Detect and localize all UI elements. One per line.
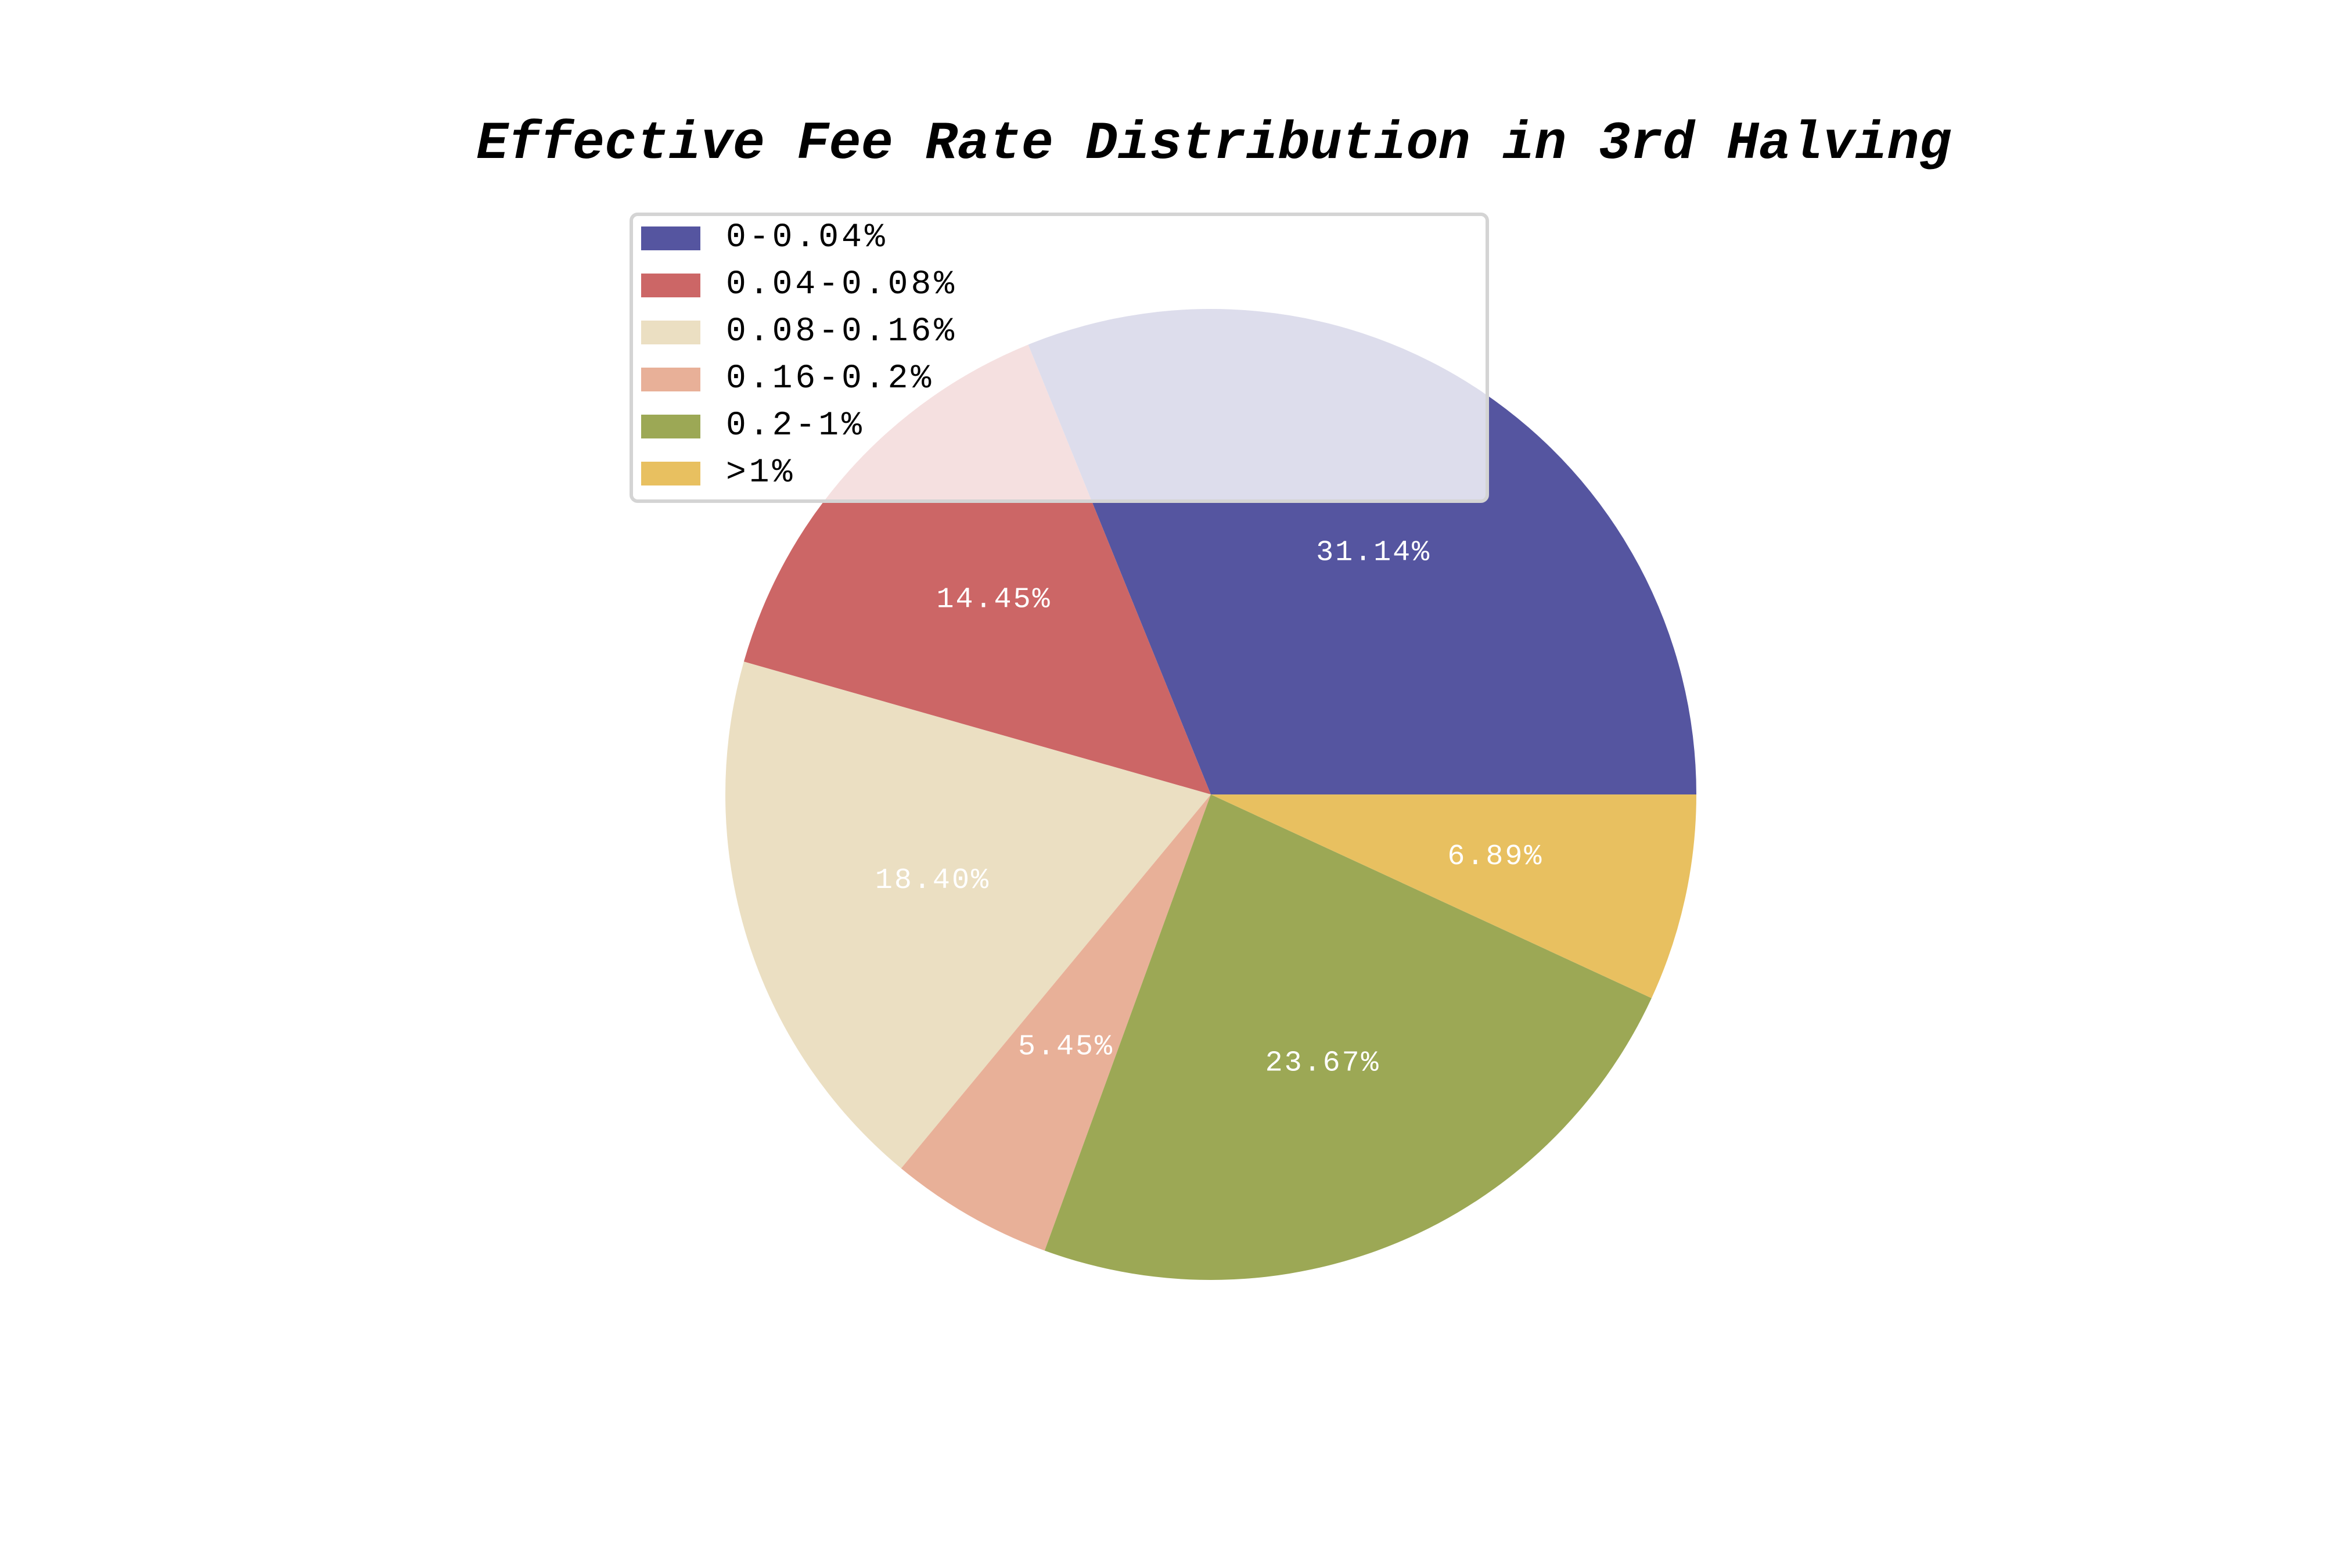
slice-label: 18.40% [875, 864, 990, 897]
pie-slice [743, 344, 1211, 794]
legend-label: 0.2-1% [726, 407, 865, 445]
legend-item: 0.08-0.16% [641, 313, 958, 351]
chart-title: Effective Fee Rate Distribution in 3rd H… [476, 113, 1951, 174]
slice-label: 5.45% [1018, 1031, 1114, 1064]
legend-swatch [641, 273, 700, 297]
slice-label: 6.89% [1447, 840, 1543, 873]
slice-label: 14.45% [937, 584, 1052, 617]
legend-item: >1% [641, 454, 796, 492]
legend-item: 0.2-1% [641, 407, 865, 445]
legend-swatch [641, 320, 700, 344]
pie-slice [901, 794, 1211, 1251]
slice-label: 31.14% [1316, 536, 1431, 569]
legend-swatch [641, 461, 700, 485]
legend-label: 0.08-0.16% [726, 313, 958, 351]
pie-slice [1211, 794, 1696, 998]
legend-item: 0.04-0.08% [641, 266, 958, 304]
legend-item: 0.16-0.2% [641, 360, 934, 398]
legend-swatch [641, 414, 700, 438]
legend-label: 0.16-0.2% [726, 360, 934, 398]
legend-label: 0-0.04% [726, 219, 888, 257]
legend-swatch [641, 367, 700, 391]
pie-slice [1044, 794, 1652, 1280]
legend-label: >1% [726, 454, 796, 492]
legend-item: 0-0.04% [641, 219, 888, 257]
legend-label: 0.04-0.08% [726, 266, 958, 304]
slice-label: 23.67% [1265, 1047, 1380, 1080]
legend-swatch [641, 226, 700, 250]
legend: 0-0.04% 0.04-0.08% 0.08-0.16% 0.16-0.2% 0.2-… [630, 213, 1489, 503]
pie-slice [725, 661, 1211, 1168]
